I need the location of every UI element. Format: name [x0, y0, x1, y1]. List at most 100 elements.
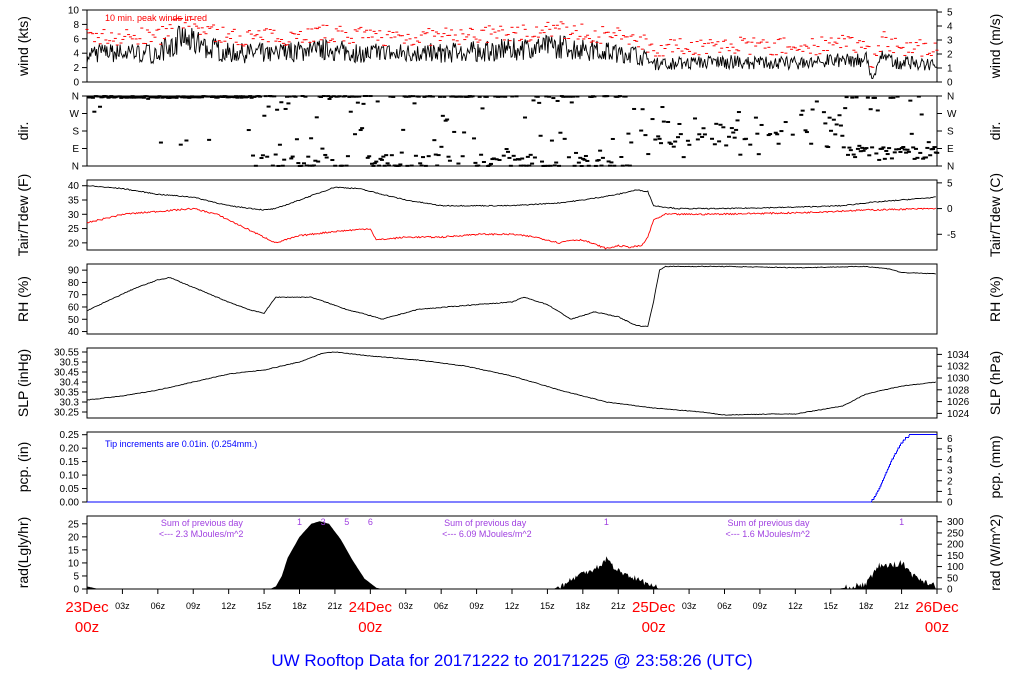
direction-point — [661, 120, 666, 123]
direction-point — [902, 148, 907, 151]
direction-point — [851, 153, 856, 156]
direction-point — [800, 109, 805, 112]
direction-point — [731, 131, 736, 134]
direction-point — [269, 95, 274, 98]
direction-point — [409, 164, 414, 167]
ytick-right-label: 250 — [947, 528, 964, 539]
direction-point — [358, 129, 363, 132]
xtick-day-sub: 00z — [75, 619, 99, 636]
direction-point — [753, 116, 758, 119]
ytick-label: 25 — [68, 224, 80, 235]
direction-point — [98, 105, 103, 108]
xtick-label: 12z — [788, 601, 803, 611]
direction-point — [627, 164, 632, 167]
direction-point — [313, 159, 318, 162]
direction-point — [867, 154, 872, 157]
direction-point — [262, 114, 267, 117]
ytick-label: 10 — [68, 558, 80, 569]
direction-point — [459, 95, 464, 98]
direction-point — [311, 164, 316, 167]
direction-point — [847, 146, 852, 149]
direction-point — [450, 95, 455, 98]
direction-point — [551, 97, 556, 100]
ytick-label: S — [72, 127, 79, 138]
direction-point — [916, 95, 921, 98]
direction-point — [880, 147, 885, 150]
direction-point — [897, 148, 902, 151]
rad-hour-marker: 3 — [321, 517, 326, 527]
direction-point — [384, 154, 389, 157]
ytick-label: 30.55 — [54, 348, 79, 359]
direction-point — [718, 123, 723, 126]
xtick-label: 12z — [221, 601, 236, 611]
xtick-label: 18z — [859, 601, 874, 611]
ytick-right-label: 1 — [947, 487, 953, 498]
direction-point — [144, 95, 149, 98]
ytick-label: N — [72, 162, 79, 173]
direction-point — [306, 155, 311, 158]
direction-point — [272, 95, 277, 98]
ylabel-left-dir: dir. — [15, 122, 31, 141]
direction-point — [848, 149, 853, 152]
direction-point — [445, 118, 450, 121]
direction-point — [503, 95, 508, 98]
ylabel-right-temp: Tair/Tdew (C) — [987, 173, 1003, 257]
direction-point — [259, 157, 264, 160]
direction-point — [864, 147, 869, 150]
direction-point — [617, 95, 622, 98]
rad-hour-marker: 1 — [297, 517, 302, 527]
xtick-label: 21z — [611, 601, 626, 611]
direction-point — [540, 160, 545, 163]
direction-point — [901, 146, 906, 149]
xtick-day-sub: 00z — [642, 619, 666, 636]
direction-point — [544, 95, 549, 98]
direction-point — [316, 160, 321, 163]
xtick-day-label: 23Dec — [65, 599, 109, 616]
direction-point — [653, 138, 658, 141]
direction-point — [340, 164, 345, 167]
direction-point — [439, 145, 444, 148]
direction-point — [823, 122, 828, 125]
rad-hour-marker: 6 — [368, 517, 373, 527]
direction-point — [422, 95, 427, 98]
ytick-label: 0.25 — [60, 430, 80, 441]
direction-point — [309, 137, 314, 140]
direction-point — [389, 154, 394, 157]
direction-point — [660, 106, 665, 109]
xtick-label: 21z — [894, 601, 909, 611]
ytick-right-label: S — [947, 127, 954, 138]
direction-point — [364, 95, 369, 98]
series-peak-wind — [85, 16, 939, 68]
ytick-label: E — [72, 144, 79, 155]
direction-point — [759, 123, 764, 126]
direction-point — [557, 164, 562, 167]
ytick-right-label: 3 — [947, 36, 953, 47]
direction-point — [290, 155, 295, 158]
direction-point — [650, 118, 655, 121]
rad-annotation-line1: Sum of previous day — [444, 518, 527, 528]
direction-point — [141, 96, 146, 99]
direction-point — [506, 150, 511, 153]
direction-point — [432, 139, 437, 142]
direction-point — [90, 96, 95, 99]
direction-point — [620, 164, 625, 167]
xtick-label: 18z — [292, 601, 307, 611]
direction-point — [501, 154, 506, 157]
direction-point — [408, 95, 413, 98]
direction-point — [558, 131, 563, 134]
direction-point — [333, 164, 338, 167]
direction-point — [571, 95, 576, 98]
direction-point — [355, 101, 360, 104]
ytick-right-label: 1028 — [947, 385, 970, 396]
direction-point — [625, 164, 630, 167]
direction-point — [412, 102, 417, 105]
direction-point — [514, 95, 519, 98]
direction-point — [157, 95, 162, 98]
direction-point — [586, 164, 591, 167]
direction-point — [117, 95, 122, 98]
ytick-right-label: 1030 — [947, 374, 970, 385]
direction-point — [667, 141, 672, 144]
ytick-right-label: 0 — [947, 204, 953, 215]
rad-annotation-line2: <--- 2.3 MJoules/m^2 — [159, 529, 244, 539]
ytick-right-label: 1032 — [947, 362, 970, 373]
